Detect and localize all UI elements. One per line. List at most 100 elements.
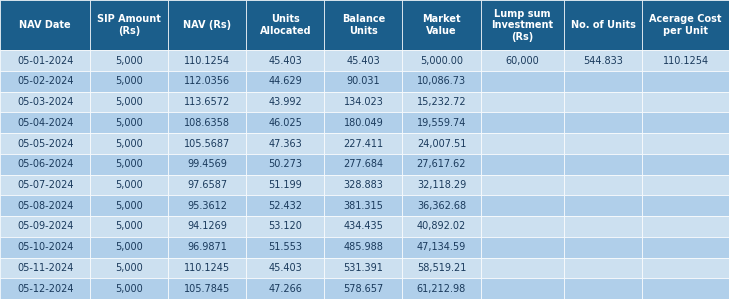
Text: 05-09-2024: 05-09-2024 — [17, 222, 74, 231]
Text: 110.1245: 110.1245 — [184, 263, 230, 273]
Bar — [564, 216, 642, 237]
Bar — [480, 71, 564, 92]
Bar — [90, 154, 168, 175]
Text: 10,086.73: 10,086.73 — [417, 76, 466, 86]
Bar — [168, 278, 246, 299]
Text: 05-03-2024: 05-03-2024 — [17, 97, 74, 107]
Bar — [168, 112, 246, 133]
Bar — [564, 237, 642, 257]
Text: 5,000: 5,000 — [115, 284, 143, 294]
Bar — [480, 112, 564, 133]
Bar — [324, 154, 402, 175]
Bar — [90, 278, 168, 299]
Text: 180.049: 180.049 — [343, 118, 383, 128]
Bar — [642, 216, 729, 237]
Text: Units
Allocated: Units Allocated — [260, 14, 311, 36]
Bar — [0, 216, 90, 237]
Bar — [324, 175, 402, 195]
Text: 113.6572: 113.6572 — [184, 97, 230, 107]
Text: 134.023: 134.023 — [343, 97, 383, 107]
Text: 45.403: 45.403 — [268, 56, 303, 65]
Bar — [246, 50, 324, 71]
Bar — [642, 154, 729, 175]
Text: 36,362.68: 36,362.68 — [417, 201, 466, 211]
Text: 110.1254: 110.1254 — [184, 56, 230, 65]
Bar — [0, 154, 90, 175]
Text: 05-12-2024: 05-12-2024 — [17, 284, 74, 294]
Text: 44.629: 44.629 — [268, 76, 303, 86]
Text: 97.6587: 97.6587 — [187, 180, 227, 190]
Bar — [402, 0, 480, 50]
Bar — [324, 112, 402, 133]
Bar — [324, 50, 402, 71]
Bar — [480, 175, 564, 195]
Text: 5,000: 5,000 — [115, 222, 143, 231]
Bar — [324, 133, 402, 154]
Text: NAV (Rs): NAV (Rs) — [183, 20, 231, 30]
Text: 5,000: 5,000 — [115, 159, 143, 169]
Bar — [246, 0, 324, 50]
Bar — [564, 71, 642, 92]
Bar — [168, 257, 246, 278]
Text: 47.363: 47.363 — [268, 138, 303, 149]
Bar — [90, 92, 168, 112]
Bar — [90, 237, 168, 257]
Text: 51.553: 51.553 — [268, 242, 303, 252]
Text: 05-05-2024: 05-05-2024 — [17, 138, 74, 149]
Text: 5,000: 5,000 — [115, 118, 143, 128]
Bar — [90, 195, 168, 216]
Bar — [90, 0, 168, 50]
Text: 112.0356: 112.0356 — [184, 76, 230, 86]
Bar — [168, 50, 246, 71]
Bar — [246, 71, 324, 92]
Text: 110.1254: 110.1254 — [663, 56, 709, 65]
Bar — [402, 50, 480, 71]
Bar — [246, 216, 324, 237]
Bar — [0, 257, 90, 278]
Text: 45.403: 45.403 — [268, 263, 303, 273]
Text: 43.992: 43.992 — [268, 97, 303, 107]
Bar — [0, 112, 90, 133]
Bar — [564, 195, 642, 216]
Text: 5,000: 5,000 — [115, 242, 143, 252]
Text: 90.031: 90.031 — [347, 76, 381, 86]
Bar — [90, 216, 168, 237]
Bar — [168, 0, 246, 50]
Bar — [246, 237, 324, 257]
Bar — [324, 278, 402, 299]
Bar — [642, 257, 729, 278]
Bar — [168, 133, 246, 154]
Bar — [0, 237, 90, 257]
Bar — [0, 71, 90, 92]
Bar — [168, 237, 246, 257]
Bar — [246, 195, 324, 216]
Bar — [402, 133, 480, 154]
Bar — [642, 92, 729, 112]
Text: 61,212.98: 61,212.98 — [417, 284, 466, 294]
Text: 05-10-2024: 05-10-2024 — [17, 242, 74, 252]
Bar — [90, 112, 168, 133]
Bar — [642, 112, 729, 133]
Bar — [0, 0, 90, 50]
Bar — [402, 154, 480, 175]
Text: 5,000: 5,000 — [115, 180, 143, 190]
Bar — [324, 0, 402, 50]
Bar — [0, 133, 90, 154]
Bar — [564, 278, 642, 299]
Text: 381.315: 381.315 — [343, 201, 383, 211]
Bar — [90, 257, 168, 278]
Bar — [480, 154, 564, 175]
Bar — [480, 133, 564, 154]
Bar — [168, 71, 246, 92]
Text: 45.403: 45.403 — [346, 56, 381, 65]
Bar — [168, 195, 246, 216]
Text: 50.273: 50.273 — [268, 159, 303, 169]
Bar — [0, 278, 90, 299]
Text: 24,007.51: 24,007.51 — [417, 138, 466, 149]
Bar — [324, 195, 402, 216]
Bar — [480, 278, 564, 299]
Bar — [324, 92, 402, 112]
Bar — [642, 195, 729, 216]
Bar — [642, 0, 729, 50]
Text: 52.432: 52.432 — [268, 201, 303, 211]
